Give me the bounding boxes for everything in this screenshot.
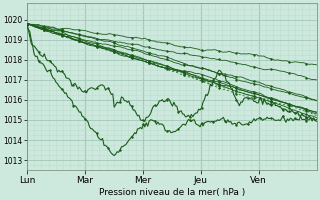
X-axis label: Pression niveau de la mer( hPa ): Pression niveau de la mer( hPa ) — [99, 188, 245, 197]
